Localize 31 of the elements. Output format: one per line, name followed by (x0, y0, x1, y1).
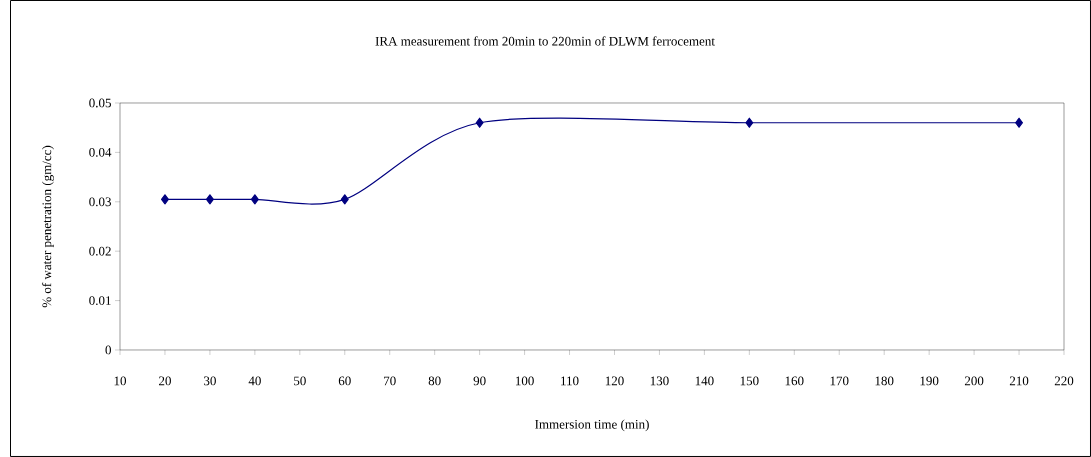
chart-title: IRA measurement from 20min to 220min of DLWM ferrocement (375, 36, 715, 46)
x-tick-label: 140 (695, 376, 714, 386)
x-tick-label: 130 (650, 376, 669, 386)
x-tick-label: 90 (473, 376, 486, 386)
y-tick-label: 0.01 (89, 296, 111, 305)
x-tick-label: 60 (338, 376, 351, 386)
x-tick-label: 170 (830, 376, 849, 386)
x-tick-label: 80 (428, 376, 441, 386)
x-tick-label: 40 (248, 376, 261, 386)
x-tick-label: 120 (605, 376, 624, 386)
x-tick-label: 110 (561, 376, 579, 386)
x-tick-label: 160 (785, 376, 804, 386)
y-axis-title: % of water penetration (gm/cc) (41, 145, 54, 308)
y-tick-label: 0.05 (89, 98, 111, 108)
x-tick-label: 30 (204, 376, 216, 386)
x-tick-label: 210 (1009, 376, 1029, 386)
x-axis-title: Immersion time (min) (535, 419, 649, 432)
x-tick-label: 100 (515, 376, 534, 386)
y-tick-label: 0.03 (89, 197, 111, 207)
x-tick-label: 20 (159, 376, 171, 386)
x-tick-label: 220 (1054, 376, 1074, 386)
y-tick-label: 0 (105, 345, 111, 355)
x-tick-label: 150 (740, 376, 759, 386)
x-tick-label: 50 (294, 376, 306, 386)
x-tick-label: 200 (964, 376, 984, 386)
x-tick-label: 10 (114, 376, 127, 386)
y-tick-label: 0.02 (89, 246, 111, 256)
y-tick-label: 0.04 (89, 147, 112, 157)
x-tick-label: 180 (875, 376, 894, 386)
x-tick-label: 190 (920, 376, 939, 386)
x-tick-label: 70 (384, 376, 396, 386)
